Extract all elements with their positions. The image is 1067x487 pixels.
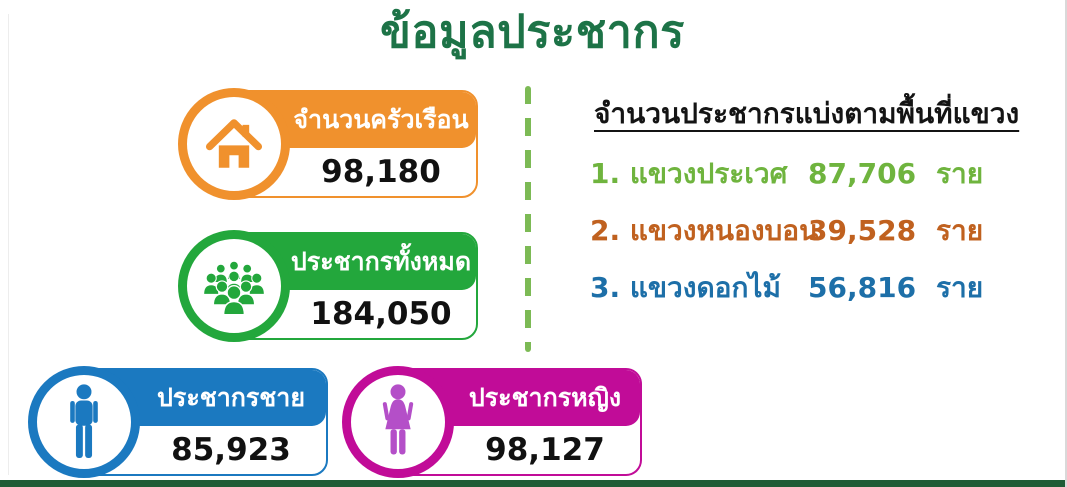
stat-card-male-population: ประชากรชาย 85,923 [28, 366, 328, 478]
card-label: ประชากรทั้งหมด [290, 247, 472, 276]
house-icon [178, 88, 290, 200]
card-value: 184,050 [310, 296, 452, 332]
dashed-divider [525, 86, 531, 352]
card-label: ประชากรหญิง [468, 383, 622, 412]
page-title: ข้อมูลประชากร [380, 5, 685, 58]
left-edge-line [8, 14, 9, 475]
card-label: จำนวนครัวเรือน [293, 105, 469, 134]
district-name: 3. แขวงดอกไม้ [590, 271, 781, 304]
district-value: 56,816 [808, 271, 917, 304]
district-name: 1. แขวงประเวศ [590, 157, 788, 190]
district-panel: จำนวนประชากรแบ่งตามพื้นที่แขวง 1. แขวงปร… [580, 92, 1020, 323]
stat-card-households: จำนวนครัวเรือน 98,180 [178, 88, 478, 200]
card-label: ประชากรชาย [157, 383, 305, 412]
card-value: 98,127 [485, 432, 605, 468]
people-crowd-icon [178, 230, 290, 342]
district-row-dokmai: 3. แขวงดอกไม้ 56,816 ราย [590, 266, 1020, 310]
district-unit: ราย [936, 214, 984, 247]
district-value: 87,706 [808, 157, 917, 190]
stat-card-female-population: ประชากรหญิง 98,127 [342, 366, 642, 478]
district-row-prawet: 1. แขวงประเวศ 87,706 ราย [590, 152, 1020, 196]
stat-card-total-population: ประชากรทั้งหมด 184,050 [178, 230, 478, 342]
bottom-border-bar [0, 480, 1065, 487]
district-unit: ราย [936, 271, 984, 304]
male-person-icon [28, 366, 140, 478]
district-unit: ราย [936, 157, 984, 190]
district-row-nong-bon: 2. แขวงหนองบอน 39,528 ราย [590, 209, 1020, 253]
female-person-icon [342, 366, 454, 478]
district-panel-heading: จำนวนประชากรแบ่งตามพื้นที่แขวง [594, 97, 1020, 130]
district-value: 39,528 [808, 214, 917, 247]
card-value: 85,923 [171, 432, 291, 468]
card-value: 98,180 [321, 154, 441, 190]
district-name: 2. แขวงหนองบอน [590, 214, 819, 247]
